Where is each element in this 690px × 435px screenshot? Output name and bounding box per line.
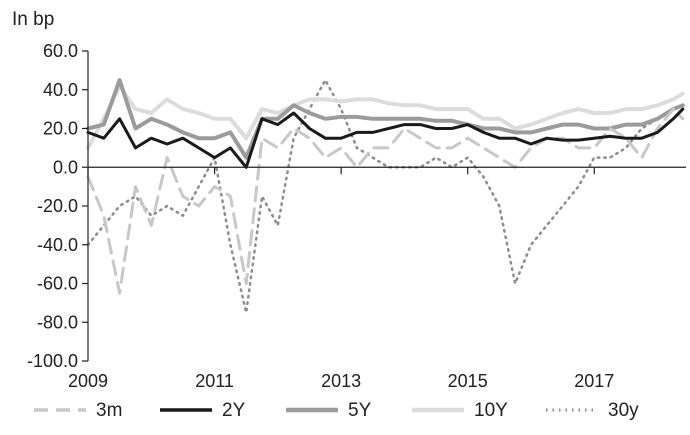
series-line-3m [86, 107, 685, 295]
x-tick-label: 2011 [195, 371, 234, 391]
y-tick-label: -100.0 [27, 351, 78, 371]
y-tick-label: 60.0 [43, 41, 78, 61]
y-tick-label: -20.0 [37, 196, 78, 216]
series-line-5y [86, 78, 685, 160]
legend-label-10y: 10Y [474, 400, 508, 421]
legend-label-30y: 30y [608, 400, 639, 421]
x-tick-label: 2017 [574, 371, 614, 391]
y-tick-label: 0.0 [53, 157, 78, 177]
legend: 3m 2Y 5Y 10Y 30y [34, 400, 639, 421]
legend-label-5y: 5Y [348, 400, 372, 421]
y-tick-label: -40.0 [37, 235, 78, 255]
legend-label-3m: 3m [96, 400, 122, 421]
unit-label: In bp [12, 9, 54, 30]
x-tick-label: 2009 [68, 371, 108, 391]
series-line-2y [86, 107, 685, 169]
series-layer [86, 78, 685, 314]
y-tick-label: -80.0 [37, 312, 78, 332]
x-tick-label: 2013 [321, 371, 361, 391]
series-line-10y [86, 83, 685, 150]
x-tick-label: 2015 [448, 371, 488, 391]
y-tick-label: -60.0 [37, 274, 78, 294]
y-tick-label: 20.0 [43, 119, 78, 139]
y-tick-label: 40.0 [43, 80, 78, 100]
axes-layer: 60.0 40.0 20.0 0.0 -20.0 -40.0 -60.0 -80.0 -100.… [27, 41, 686, 391]
series-line-30y [86, 78, 685, 314]
legend-label-2y: 2Y [222, 400, 246, 421]
